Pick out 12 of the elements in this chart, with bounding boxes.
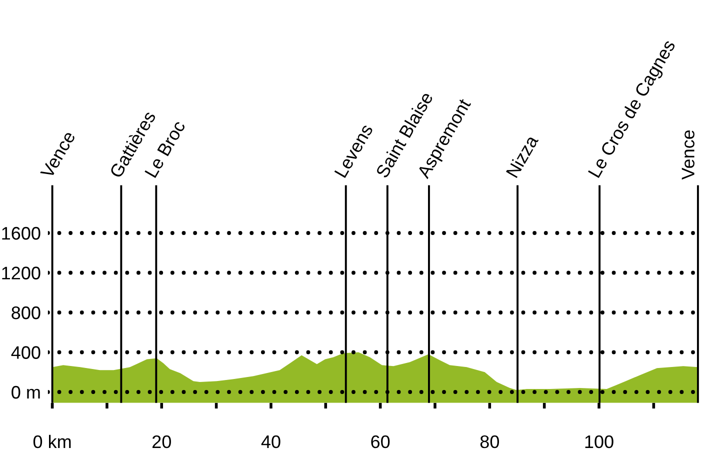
x-tick-label: 60: [371, 435, 390, 448]
y-tick-label: 1200: [2, 266, 40, 280]
ref-line-label: Vence: [682, 130, 694, 180]
x-tick-label: 40: [261, 435, 280, 448]
x-tick-label: 0 km: [33, 434, 71, 448]
y-tick-label: 800: [12, 306, 40, 320]
y-tick-label: 0 m: [12, 386, 40, 399]
x-tick-label: 100: [585, 435, 614, 448]
y-tick-label: 1600: [2, 226, 40, 240]
x-tick-label: 20: [152, 435, 171, 448]
x-tick-label: 80: [480, 435, 499, 448]
y-tick-label: 400: [11, 346, 40, 359]
